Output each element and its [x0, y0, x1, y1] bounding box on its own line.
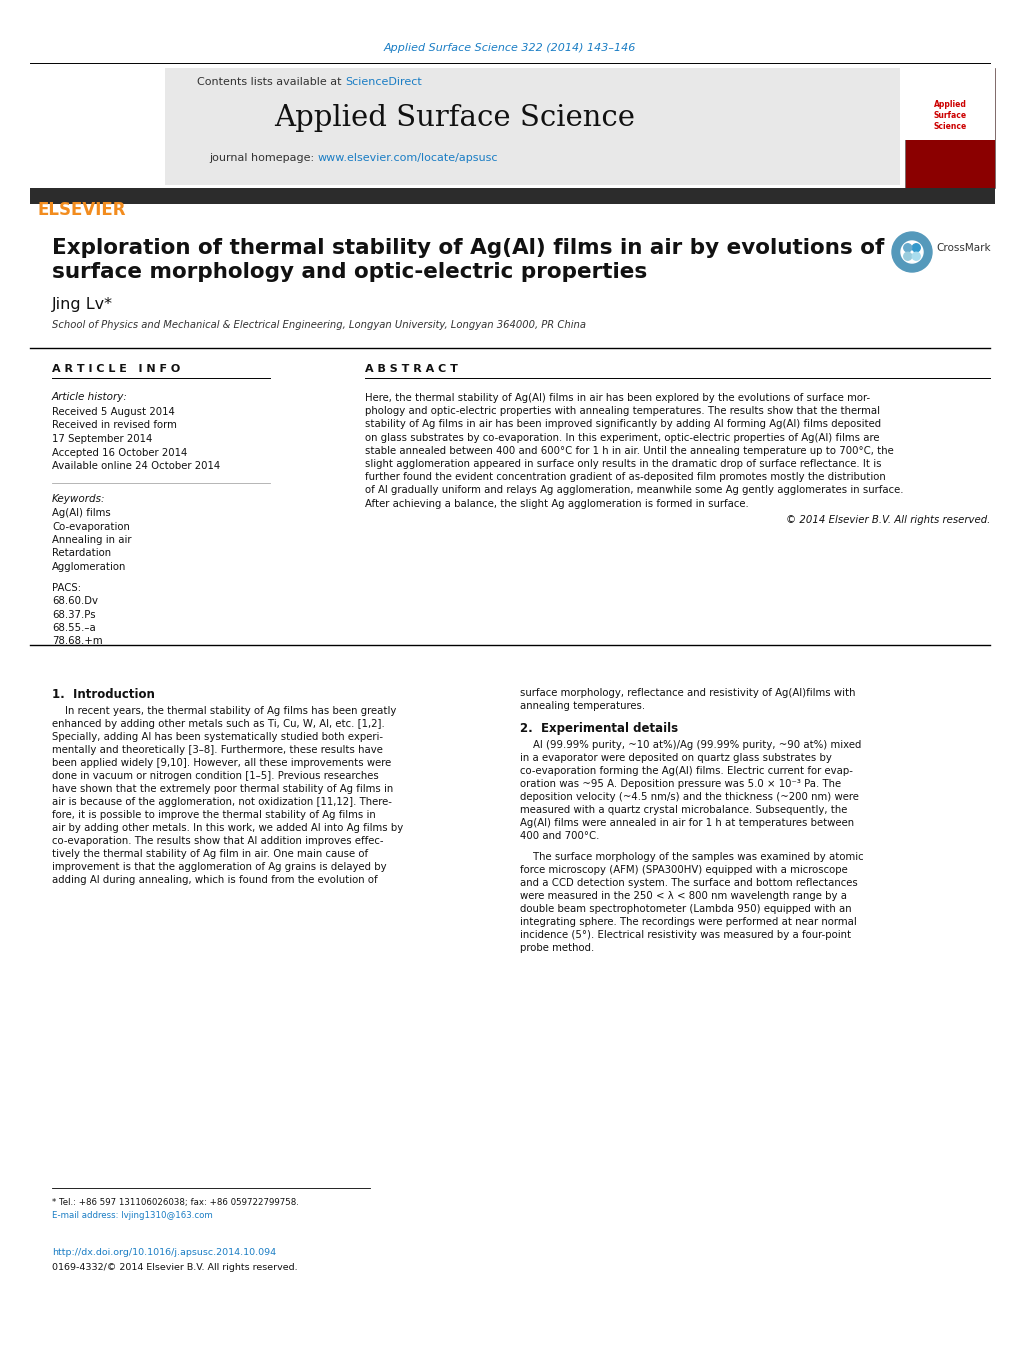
- Text: Retardation: Retardation: [52, 549, 111, 558]
- Text: oration was ~95 A. Deposition pressure was 5.0 × 10⁻³ Pa. The: oration was ~95 A. Deposition pressure w…: [520, 780, 841, 789]
- Text: have shown that the extremely poor thermal stability of Ag films in: have shown that the extremely poor therm…: [52, 784, 393, 794]
- Text: ELSEVIER: ELSEVIER: [38, 201, 126, 219]
- Text: School of Physics and Mechanical & Electrical Engineering, Longyan University, L: School of Physics and Mechanical & Elect…: [52, 320, 586, 330]
- Text: Here, the thermal stability of Ag(Al) films in air has been explored by the evol: Here, the thermal stability of Ag(Al) fi…: [365, 393, 869, 403]
- Text: enhanced by adding other metals such as Ti, Cu, W, Al, etc. [1,2].: enhanced by adding other metals such as …: [52, 719, 384, 730]
- FancyBboxPatch shape: [904, 68, 994, 141]
- Text: tively the thermal stability of Ag film in air. One main cause of: tively the thermal stability of Ag film …: [52, 848, 368, 859]
- Text: Co-evaporation: Co-evaporation: [52, 521, 129, 531]
- Text: double beam spectrophotometer (Lambda 950) equipped with an: double beam spectrophotometer (Lambda 95…: [520, 904, 851, 915]
- Text: 68.37.Ps: 68.37.Ps: [52, 609, 96, 620]
- Text: After achieving a balance, the slight Ag agglomeration is formed in surface.: After achieving a balance, the slight Ag…: [365, 499, 748, 508]
- Text: stability of Ag films in air has been improved significantly by adding Al formin: stability of Ag films in air has been im…: [365, 419, 880, 430]
- Text: 2.  Experimental details: 2. Experimental details: [520, 721, 678, 735]
- Text: co-evaporation forming the Ag(Al) films. Electric current for evap-: co-evaporation forming the Ag(Al) films.…: [520, 766, 852, 775]
- Text: surface morphology and optic-electric properties: surface morphology and optic-electric pr…: [52, 262, 647, 282]
- Text: incidence (5°). Electrical resistivity was measured by a four-point: incidence (5°). Electrical resistivity w…: [520, 929, 850, 940]
- Text: Accepted 16 October 2014: Accepted 16 October 2014: [52, 447, 187, 458]
- Text: on glass substrates by co-evaporation. In this experiment, optic-electric proper: on glass substrates by co-evaporation. I…: [365, 432, 878, 443]
- Text: Available online 24 October 2014: Available online 24 October 2014: [52, 461, 220, 471]
- Text: Ag(Al) films: Ag(Al) films: [52, 508, 111, 517]
- Text: Contents lists available at: Contents lists available at: [197, 77, 344, 86]
- Text: probe method.: probe method.: [520, 943, 594, 952]
- Text: annealing temperatures.: annealing temperatures.: [520, 701, 644, 711]
- Circle shape: [903, 243, 911, 251]
- Text: Exploration of thermal stability of Ag(Al) films in air by evolutions of: Exploration of thermal stability of Ag(A…: [52, 238, 883, 258]
- Text: deposition velocity (~4.5 nm/s) and the thickness (~200 nm) were: deposition velocity (~4.5 nm/s) and the …: [520, 792, 858, 802]
- Text: 68.55.–a: 68.55.–a: [52, 623, 96, 634]
- Text: Ag(Al) films were annealed in air for 1 h at temperatures between: Ag(Al) films were annealed in air for 1 …: [520, 817, 853, 828]
- Text: stable annealed between 400 and 600°C for 1 h in air. Until the annealing temper: stable annealed between 400 and 600°C fo…: [365, 446, 893, 455]
- Text: adding Al during annealing, which is found from the evolution of: adding Al during annealing, which is fou…: [52, 875, 377, 885]
- Text: co-evaporation. The results show that Al addition improves effec-: co-evaporation. The results show that Al…: [52, 836, 383, 846]
- Text: 0169-4332/© 2014 Elsevier B.V. All rights reserved.: 0169-4332/© 2014 Elsevier B.V. All right…: [52, 1263, 298, 1273]
- Text: Jing Lv*: Jing Lv*: [52, 297, 113, 312]
- Text: mentally and theoretically [3–8]. Furthermore, these results have: mentally and theoretically [3–8]. Furthe…: [52, 744, 382, 755]
- Text: in a evaporator were deposited on quartz glass substrates by: in a evaporator were deposited on quartz…: [520, 753, 832, 763]
- Text: Agglomeration: Agglomeration: [52, 562, 126, 571]
- Text: A B S T R A C T: A B S T R A C T: [365, 363, 458, 374]
- Text: © 2014 Elsevier B.V. All rights reserved.: © 2014 Elsevier B.V. All rights reserved…: [785, 515, 989, 526]
- Text: phology and optic-electric properties with annealing temperatures. The results s: phology and optic-electric properties wi…: [365, 407, 879, 416]
- FancyBboxPatch shape: [30, 188, 994, 204]
- Text: Article history:: Article history:: [52, 392, 127, 403]
- Text: slight agglomeration appeared in surface only results in the dramatic drop of su: slight agglomeration appeared in surface…: [365, 459, 880, 469]
- Text: 1.  Introduction: 1. Introduction: [52, 688, 155, 701]
- Text: The surface morphology of the samples was examined by atomic: The surface morphology of the samples wa…: [520, 852, 863, 862]
- Text: force microscopy (AFM) (SPA300HV) equipped with a microscope: force microscopy (AFM) (SPA300HV) equipp…: [520, 865, 847, 875]
- Text: and a CCD detection system. The surface and bottom reflectances: and a CCD detection system. The surface …: [520, 878, 857, 888]
- Circle shape: [903, 253, 911, 261]
- Text: Al (99.99% purity, ~10 at%)/Ag (99.99% purity, ~90 at%) mixed: Al (99.99% purity, ~10 at%)/Ag (99.99% p…: [520, 740, 860, 750]
- Text: 17 September 2014: 17 September 2014: [52, 434, 152, 444]
- FancyBboxPatch shape: [30, 68, 899, 185]
- Text: Applied Surface Science 322 (2014) 143–146: Applied Surface Science 322 (2014) 143–1…: [383, 43, 636, 53]
- Text: ScienceDirect: ScienceDirect: [344, 77, 421, 86]
- Text: improvement is that the agglomeration of Ag grains is delayed by: improvement is that the agglomeration of…: [52, 862, 386, 871]
- Text: In recent years, the thermal stability of Ag films has been greatly: In recent years, the thermal stability o…: [52, 707, 396, 716]
- Text: Specially, adding Al has been systematically studied both experi-: Specially, adding Al has been systematic…: [52, 732, 382, 742]
- Text: further found the evident concentration gradient of as-deposited film promotes m: further found the evident concentration …: [365, 473, 884, 482]
- Text: been applied widely [9,10]. However, all these improvements were: been applied widely [9,10]. However, all…: [52, 758, 391, 767]
- Text: journal homepage:: journal homepage:: [209, 153, 318, 163]
- Text: 400 and 700°C.: 400 and 700°C.: [520, 831, 599, 842]
- Text: integrating sphere. The recordings were performed at near normal: integrating sphere. The recordings were …: [520, 917, 856, 927]
- Text: of Al gradually uniform and relays Ag agglomeration, meanwhile some Ag gently ag: of Al gradually uniform and relays Ag ag…: [365, 485, 903, 496]
- Text: done in vacuum or nitrogen condition [1–5]. Previous researches: done in vacuum or nitrogen condition [1–…: [52, 771, 378, 781]
- Text: Received in revised form: Received in revised form: [52, 420, 176, 431]
- Text: Applied
Surface
Science: Applied Surface Science: [932, 100, 966, 131]
- Circle shape: [892, 232, 931, 272]
- Text: CrossMark: CrossMark: [935, 243, 989, 253]
- Text: Annealing in air: Annealing in air: [52, 535, 131, 544]
- Text: 68.60.Dv: 68.60.Dv: [52, 596, 98, 607]
- Circle shape: [900, 240, 922, 263]
- Text: were measured in the 250 < λ < 800 nm wavelength range by a: were measured in the 250 < λ < 800 nm wa…: [520, 892, 846, 901]
- Text: Applied Surface Science: Applied Surface Science: [274, 104, 635, 132]
- Circle shape: [911, 253, 919, 261]
- Text: Keywords:: Keywords:: [52, 494, 105, 504]
- Text: http://dx.doi.org/10.1016/j.apsusc.2014.10.094: http://dx.doi.org/10.1016/j.apsusc.2014.…: [52, 1248, 276, 1256]
- Text: air by adding other metals. In this work, we added Al into Ag films by: air by adding other metals. In this work…: [52, 823, 403, 834]
- Text: measured with a quartz crystal microbalance. Subsequently, the: measured with a quartz crystal microbala…: [520, 805, 847, 815]
- Circle shape: [911, 243, 919, 251]
- Text: PACS:: PACS:: [52, 584, 81, 593]
- Text: Received 5 August 2014: Received 5 August 2014: [52, 407, 174, 417]
- Text: fore, it is possible to improve the thermal stability of Ag films in: fore, it is possible to improve the ther…: [52, 811, 375, 820]
- FancyBboxPatch shape: [904, 68, 994, 188]
- Text: E-mail address: lvjing1310@163.com: E-mail address: lvjing1310@163.com: [52, 1210, 213, 1220]
- Text: www.elsevier.com/locate/apsusc: www.elsevier.com/locate/apsusc: [318, 153, 498, 163]
- Text: surface morphology, reflectance and resistivity of Ag(Al)films with: surface morphology, reflectance and resi…: [520, 688, 855, 698]
- Text: * Tel.: +86 597 131106026038; fax: +86 059722799758.: * Tel.: +86 597 131106026038; fax: +86 0…: [52, 1198, 299, 1206]
- FancyBboxPatch shape: [30, 68, 165, 185]
- Text: air is because of the agglomeration, not oxidization [11,12]. There-: air is because of the agglomeration, not…: [52, 797, 391, 807]
- Text: A R T I C L E   I N F O: A R T I C L E I N F O: [52, 363, 180, 374]
- Text: 78.68.+m: 78.68.+m: [52, 636, 103, 647]
